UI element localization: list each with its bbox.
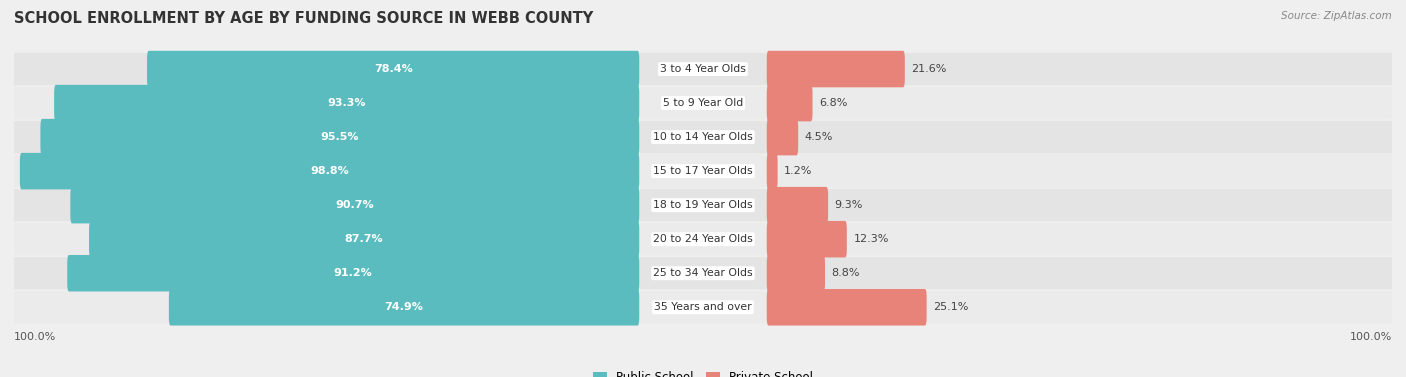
Legend: Public School, Private School: Public School, Private School bbox=[588, 366, 818, 377]
FancyBboxPatch shape bbox=[766, 187, 828, 224]
FancyBboxPatch shape bbox=[148, 51, 640, 87]
Text: 100.0%: 100.0% bbox=[14, 332, 56, 342]
Text: 21.6%: 21.6% bbox=[911, 64, 946, 74]
Text: 12.3%: 12.3% bbox=[853, 234, 889, 244]
Text: 74.9%: 74.9% bbox=[385, 302, 423, 312]
FancyBboxPatch shape bbox=[89, 221, 640, 257]
FancyBboxPatch shape bbox=[14, 155, 1392, 187]
Text: 9.3%: 9.3% bbox=[835, 200, 863, 210]
FancyBboxPatch shape bbox=[55, 85, 640, 121]
FancyBboxPatch shape bbox=[70, 187, 640, 224]
Text: 6.8%: 6.8% bbox=[820, 98, 848, 108]
Text: 90.7%: 90.7% bbox=[336, 200, 374, 210]
FancyBboxPatch shape bbox=[14, 291, 1392, 323]
FancyBboxPatch shape bbox=[169, 289, 640, 325]
FancyBboxPatch shape bbox=[14, 121, 1392, 153]
Text: 93.3%: 93.3% bbox=[328, 98, 366, 108]
Text: 3 to 4 Year Olds: 3 to 4 Year Olds bbox=[659, 64, 747, 74]
FancyBboxPatch shape bbox=[14, 257, 1392, 290]
FancyBboxPatch shape bbox=[14, 53, 1392, 85]
Text: 98.8%: 98.8% bbox=[311, 166, 349, 176]
Text: 25 to 34 Year Olds: 25 to 34 Year Olds bbox=[654, 268, 752, 278]
Text: 18 to 19 Year Olds: 18 to 19 Year Olds bbox=[654, 200, 752, 210]
FancyBboxPatch shape bbox=[766, 289, 927, 325]
Text: 87.7%: 87.7% bbox=[344, 234, 384, 244]
Text: 1.2%: 1.2% bbox=[785, 166, 813, 176]
Text: 35 Years and over: 35 Years and over bbox=[654, 302, 752, 312]
Text: SCHOOL ENROLLMENT BY AGE BY FUNDING SOURCE IN WEBB COUNTY: SCHOOL ENROLLMENT BY AGE BY FUNDING SOUR… bbox=[14, 11, 593, 26]
Text: 4.5%: 4.5% bbox=[804, 132, 834, 142]
FancyBboxPatch shape bbox=[766, 255, 825, 291]
Text: 15 to 17 Year Olds: 15 to 17 Year Olds bbox=[654, 166, 752, 176]
FancyBboxPatch shape bbox=[14, 223, 1392, 255]
Text: 5 to 9 Year Old: 5 to 9 Year Old bbox=[662, 98, 744, 108]
FancyBboxPatch shape bbox=[766, 119, 799, 155]
FancyBboxPatch shape bbox=[67, 255, 640, 291]
Text: Source: ZipAtlas.com: Source: ZipAtlas.com bbox=[1281, 11, 1392, 21]
Text: 25.1%: 25.1% bbox=[934, 302, 969, 312]
Text: 78.4%: 78.4% bbox=[374, 64, 412, 74]
FancyBboxPatch shape bbox=[766, 51, 905, 87]
FancyBboxPatch shape bbox=[766, 153, 778, 189]
FancyBboxPatch shape bbox=[766, 221, 846, 257]
Text: 20 to 24 Year Olds: 20 to 24 Year Olds bbox=[654, 234, 752, 244]
Text: 95.5%: 95.5% bbox=[321, 132, 359, 142]
Text: 8.8%: 8.8% bbox=[831, 268, 860, 278]
Text: 91.2%: 91.2% bbox=[333, 268, 373, 278]
FancyBboxPatch shape bbox=[766, 85, 813, 121]
FancyBboxPatch shape bbox=[14, 87, 1392, 119]
FancyBboxPatch shape bbox=[20, 153, 640, 189]
FancyBboxPatch shape bbox=[41, 119, 640, 155]
Text: 100.0%: 100.0% bbox=[1350, 332, 1392, 342]
FancyBboxPatch shape bbox=[14, 189, 1392, 221]
Text: 10 to 14 Year Olds: 10 to 14 Year Olds bbox=[654, 132, 752, 142]
